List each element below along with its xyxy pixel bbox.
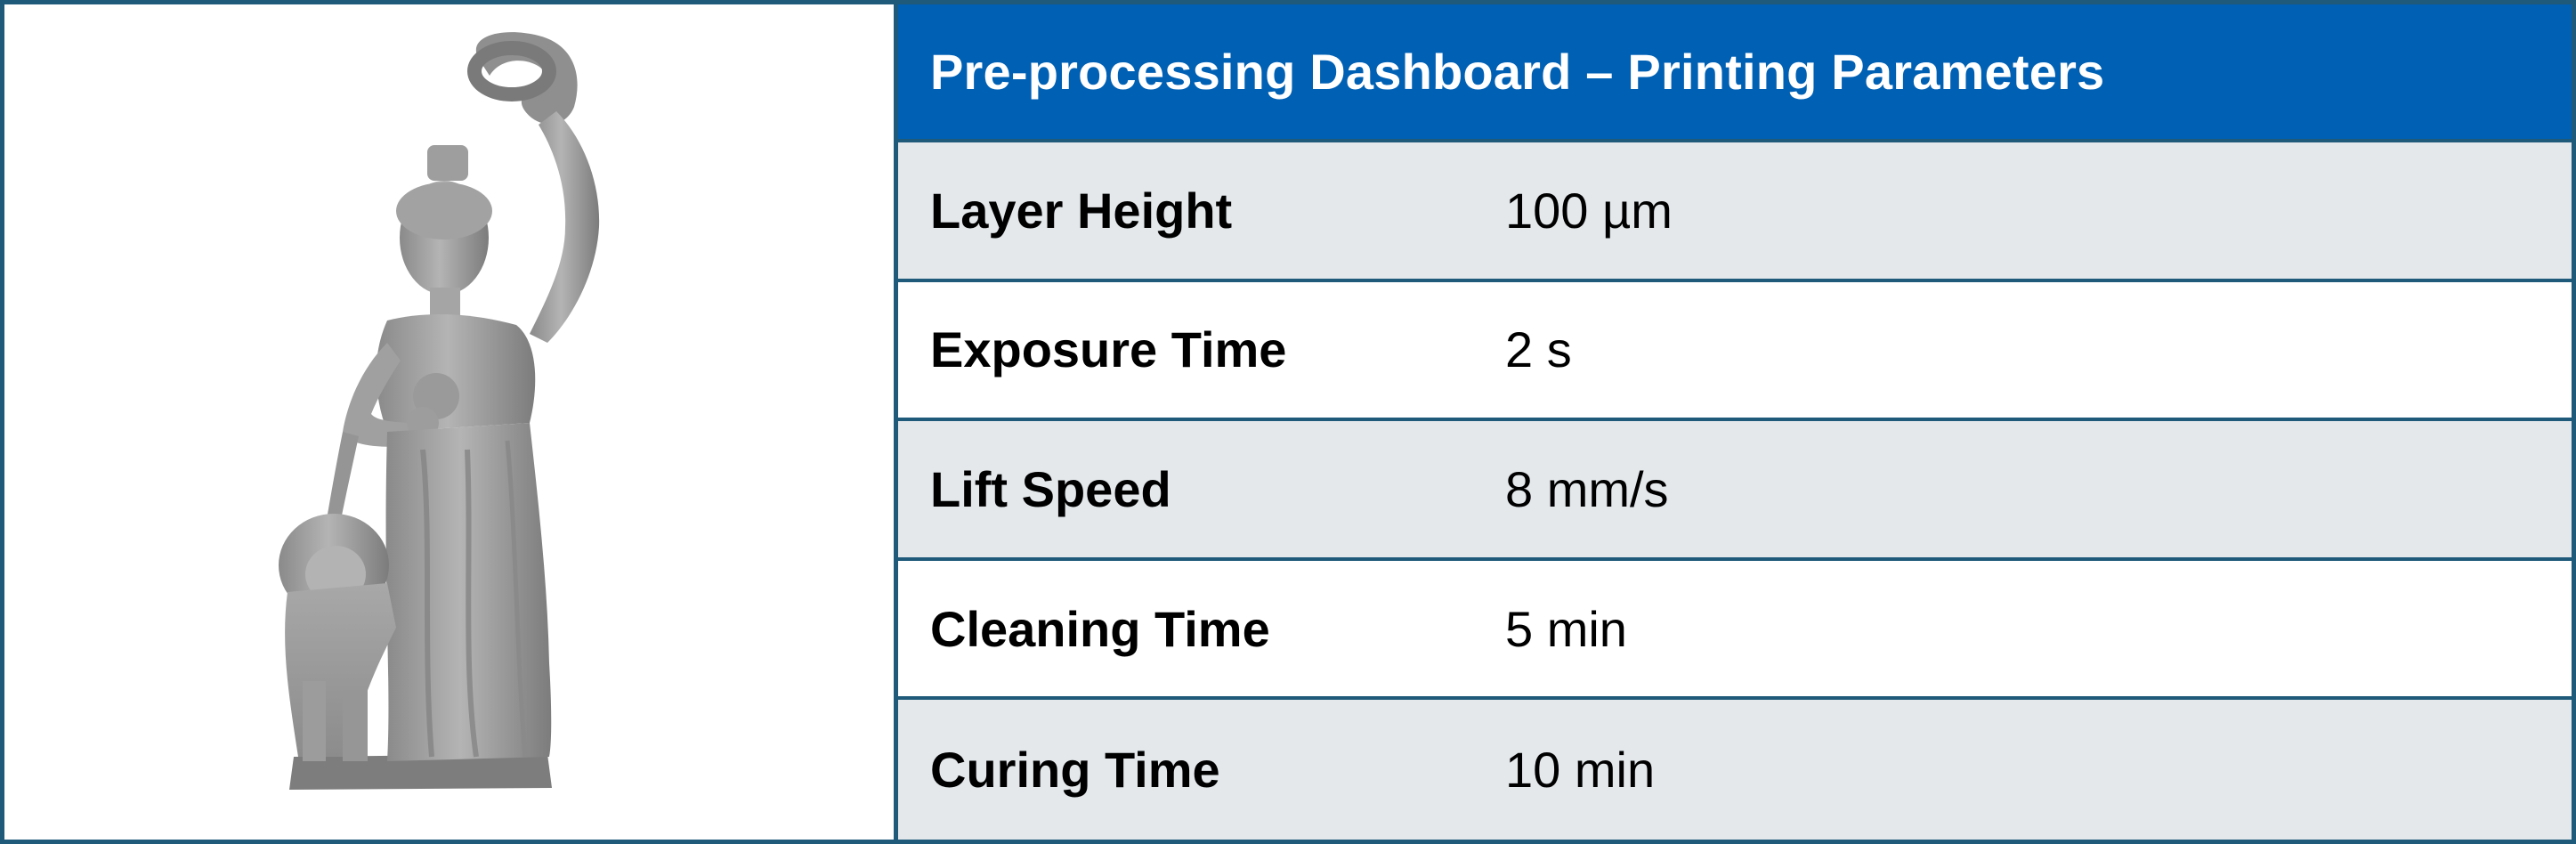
statue-with-lion-model-icon: [279, 32, 600, 790]
printing-parameters-table: Pre-processing Dashboard – Printing Para…: [898, 4, 2572, 840]
param-label: Layer Height: [930, 182, 1233, 239]
param-value: 10 min: [1505, 742, 1656, 799]
param-label: Lift Speed: [930, 460, 1171, 517]
param-row-cleaning-time: Cleaning Time 5 min: [898, 560, 2572, 701]
param-row-lift-speed: Lift Speed 8 mm/s: [898, 421, 2572, 561]
param-label: Curing Time: [930, 742, 1220, 799]
dashboard-title: Pre-processing Dashboard – Printing Para…: [930, 44, 2105, 100]
param-row-layer-height: Layer Height 100 µm: [898, 142, 2572, 282]
param-label: Exposure Time: [930, 321, 1287, 378]
param-value: 5 min: [1505, 600, 1627, 657]
model-preview-pane[interactable]: [4, 4, 894, 840]
dashboard-header: Pre-processing Dashboard – Printing Para…: [898, 4, 2572, 142]
pane-divider: [894, 4, 898, 840]
param-value: 8 mm/s: [1505, 460, 1669, 517]
param-row-exposure-time: Exposure Time 2 s: [898, 281, 2572, 422]
param-label: Cleaning Time: [930, 600, 1270, 657]
param-row-curing-time: Curing Time 10 min: [898, 700, 2572, 840]
param-value: 100 µm: [1505, 182, 1673, 239]
param-value: 2 s: [1505, 321, 1572, 378]
